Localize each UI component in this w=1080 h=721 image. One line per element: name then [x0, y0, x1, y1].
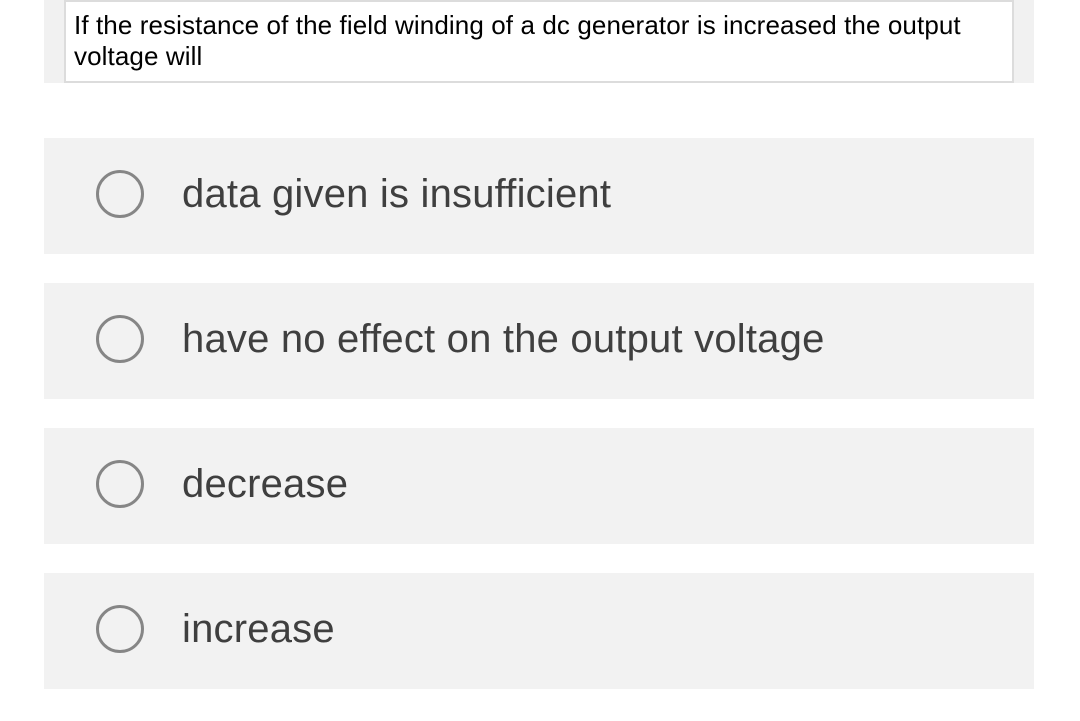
options-list: data given is insufficient have no effec…: [44, 138, 1034, 689]
question-inner: If the resistance of the field winding o…: [64, 0, 1014, 83]
option-item-0[interactable]: data given is insufficient: [44, 138, 1034, 254]
radio-icon[interactable]: [96, 460, 144, 508]
radio-icon[interactable]: [96, 170, 144, 218]
option-label: have no effect on the output voltage: [182, 319, 825, 359]
question-text: If the resistance of the field winding o…: [74, 10, 961, 71]
radio-icon[interactable]: [96, 315, 144, 363]
option-item-1[interactable]: have no effect on the output voltage: [44, 283, 1034, 399]
question-box: If the resistance of the field winding o…: [44, 0, 1034, 83]
option-item-3[interactable]: increase: [44, 573, 1034, 689]
option-item-2[interactable]: decrease: [44, 428, 1034, 544]
option-label: data given is insufficient: [182, 174, 611, 214]
option-label: increase: [182, 609, 335, 649]
option-label: decrease: [182, 464, 348, 504]
quiz-container: If the resistance of the field winding o…: [0, 0, 1080, 689]
radio-icon[interactable]: [96, 605, 144, 653]
